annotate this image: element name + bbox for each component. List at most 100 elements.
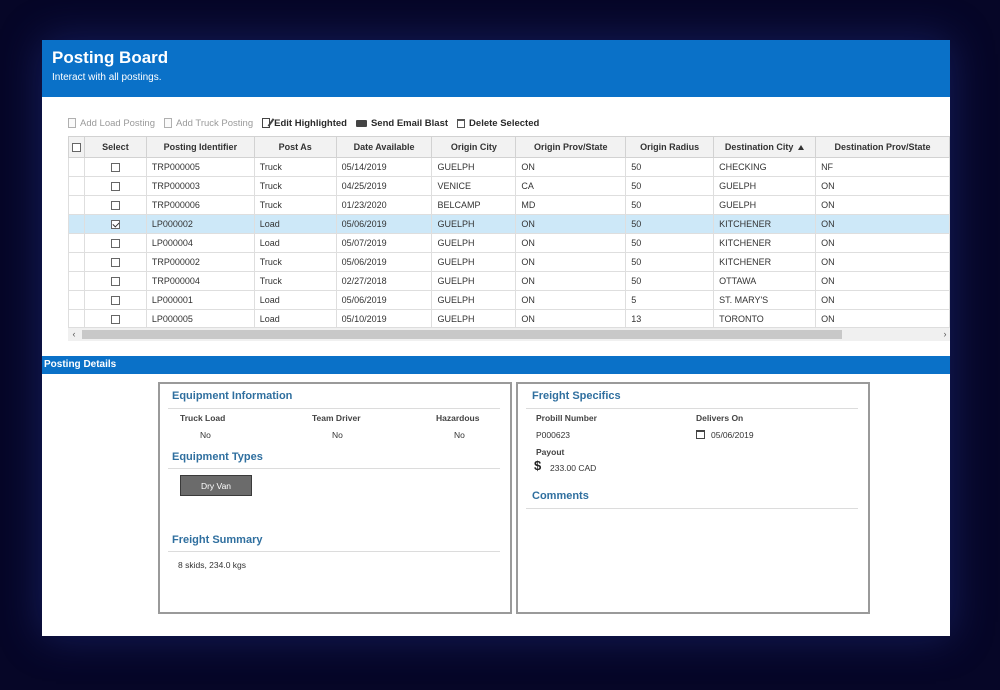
table-row[interactable]: TRP000003 Truck 04/25/2019 VENICE CA 50 GUELPH… xyxy=(68,176,950,196)
comments-title: Comments xyxy=(532,490,589,502)
divider xyxy=(526,408,858,409)
scroll-right-arrow-icon[interactable]: › xyxy=(943,329,947,339)
truck-load-value: No xyxy=(200,430,211,440)
select-cell[interactable] xyxy=(84,309,147,329)
send-email-blast-button[interactable]: Send Email Blast xyxy=(355,118,448,129)
origin-radius-cell: 50 xyxy=(625,195,715,215)
divider xyxy=(168,408,500,409)
select-cell[interactable] xyxy=(84,195,147,215)
column-header[interactable]: Date Available xyxy=(335,136,433,158)
origin-prov-cell: ON xyxy=(515,157,627,177)
post-as-cell: Load xyxy=(253,290,337,310)
origin-city-cell: GUELPH xyxy=(431,271,517,291)
scroll-left-arrow-icon[interactable]: ‹ xyxy=(72,329,76,339)
truck-load-label: Truck Load xyxy=(180,413,226,423)
equipment-information-title: Equipment Information xyxy=(172,390,293,402)
hazardous-label: Hazardous xyxy=(436,413,480,423)
postings-grid: Select Posting Identifier Post As Date A… xyxy=(68,136,950,344)
team-driver-label: Team Driver xyxy=(312,413,361,423)
select-cell[interactable] xyxy=(84,252,147,272)
origin-prov-cell: ON xyxy=(515,309,627,329)
row-spacer-cell xyxy=(68,252,85,272)
destination-city-cell: ST. MARY'S xyxy=(713,290,817,310)
row-select-checkbox[interactable] xyxy=(110,220,120,230)
horizontal-scrollbar[interactable]: ‹ › xyxy=(68,327,950,341)
row-select-checkbox[interactable] xyxy=(110,201,120,211)
select-cell[interactable] xyxy=(84,233,147,253)
origin-radius-cell: 50 xyxy=(625,214,715,234)
column-header[interactable]: Select xyxy=(84,136,147,158)
column-header[interactable]: Destination Prov/State xyxy=(815,136,950,158)
table-row[interactable]: TRP000002 Truck 05/06/2019 GUELPH ON 50 KITCHE… xyxy=(68,252,950,272)
column-header[interactable]: Posting Identifier xyxy=(145,136,255,158)
table-row[interactable]: TRP000006 Truck 01/23/2020 BELCAMP MD 50 GUELP… xyxy=(68,195,950,215)
row-select-checkbox[interactable] xyxy=(110,239,120,249)
select-cell[interactable] xyxy=(84,157,147,177)
posting-identifier-cell: LP000001 xyxy=(145,290,255,310)
select-cell[interactable] xyxy=(84,290,147,310)
delete-selected-button[interactable]: Delete Selected xyxy=(457,118,539,129)
origin-city-cell: GUELPH xyxy=(431,252,517,272)
column-header-destination-city[interactable]: Destination City xyxy=(713,136,817,158)
calendar-icon xyxy=(696,430,705,439)
row-select-checkbox[interactable] xyxy=(110,163,120,173)
post-as-cell: Truck xyxy=(253,252,337,272)
table-row[interactable]: LP000005 Load 05/10/2019 GUELPH ON 13 TORONTO O… xyxy=(68,309,950,329)
row-select-checkbox[interactable] xyxy=(110,277,120,287)
scrollbar-thumb[interactable] xyxy=(82,330,842,339)
select-all-checkbox[interactable] xyxy=(72,143,81,153)
trash-icon xyxy=(457,118,466,128)
destination-prov-cell: ON xyxy=(815,195,950,215)
table-row[interactable]: LP000004 Load 05/07/2019 GUELPH ON 50 KITCHENE… xyxy=(68,233,950,253)
row-select-checkbox[interactable] xyxy=(110,296,120,306)
origin-prov-cell: MD xyxy=(515,195,627,215)
equipment-types-title: Equipment Types xyxy=(172,451,263,463)
add-truck-posting-button[interactable]: Add Truck Posting xyxy=(164,118,253,129)
row-select-checkbox[interactable] xyxy=(110,258,120,268)
table-row[interactable]: TRP000005 Truck 05/14/2019 GUELPH ON 50 CHECKI… xyxy=(68,157,950,177)
row-spacer-cell xyxy=(68,157,85,177)
column-header-label: Destination City xyxy=(724,142,794,152)
hazardous-value: No xyxy=(454,430,465,440)
origin-prov-cell: ON xyxy=(515,214,627,234)
column-header[interactable]: Origin Prov/State xyxy=(515,136,627,158)
document-icon xyxy=(164,118,173,128)
origin-radius-cell: 50 xyxy=(625,157,715,177)
select-cell[interactable] xyxy=(84,271,147,291)
select-cell[interactable] xyxy=(84,214,147,234)
freight-specifics-panel: Freight Specifics Probill Number P000623… xyxy=(516,382,870,614)
origin-prov-cell: ON xyxy=(515,252,627,272)
date-available-cell: 05/06/2019 xyxy=(335,214,433,234)
table-row[interactable]: LP000001 Load 05/06/2019 GUELPH ON 5 ST. MARY'… xyxy=(68,290,950,310)
select-cell[interactable] xyxy=(84,176,147,196)
row-select-checkbox[interactable] xyxy=(110,315,120,325)
row-spacer-cell xyxy=(68,290,85,310)
column-header[interactable]: Origin Radius xyxy=(625,136,715,158)
posting-identifier-cell: TRP000004 xyxy=(145,271,255,291)
table-row[interactable]: LP000002 Load 05/06/2019 GUELPH ON 50 KITCHENE… xyxy=(68,214,950,234)
table-row[interactable]: TRP000004 Truck 02/27/2018 GUELPH ON 50 OTTAWA… xyxy=(68,271,950,291)
row-select-checkbox[interactable] xyxy=(110,182,120,192)
team-driver-value: No xyxy=(332,430,343,440)
post-as-cell: Truck xyxy=(253,195,337,215)
posting-identifier-cell: LP000004 xyxy=(145,233,255,253)
posting-identifier-cell: TRP000003 xyxy=(145,176,255,196)
destination-prov-cell: ON xyxy=(815,176,950,196)
edit-icon xyxy=(262,118,271,128)
destination-prov-cell: ON xyxy=(815,214,950,234)
select-all-header[interactable] xyxy=(68,136,85,158)
destination-prov-cell: NF xyxy=(815,157,950,177)
column-header[interactable]: Origin City xyxy=(431,136,517,158)
posting-identifier-cell: TRP000006 xyxy=(145,195,255,215)
edit-highlighted-button[interactable]: Edit Highlighted xyxy=(262,118,347,129)
row-spacer-cell xyxy=(68,309,85,329)
origin-radius-cell: 50 xyxy=(625,176,715,196)
origin-prov-cell: ON xyxy=(515,271,627,291)
date-available-cell: 04/25/2019 xyxy=(335,176,433,196)
postings-table: Select Posting Identifier Post As Date A… xyxy=(68,136,950,329)
page-title: Posting Board xyxy=(52,48,169,67)
column-header[interactable]: Post As xyxy=(253,136,337,158)
origin-prov-cell: CA xyxy=(515,176,627,196)
origin-city-cell: BELCAMP xyxy=(431,195,517,215)
add-load-posting-button[interactable]: Add Load Posting xyxy=(68,118,155,129)
